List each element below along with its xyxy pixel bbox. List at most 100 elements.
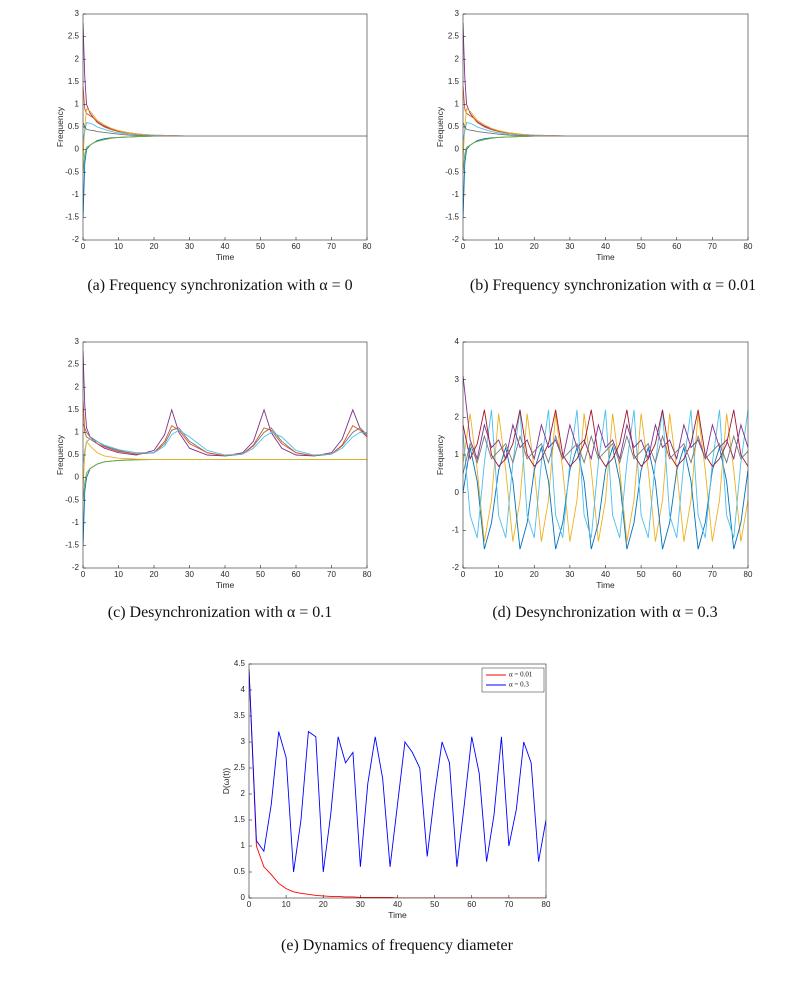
series-line [463, 434, 748, 474]
x-tick-label: 40 [221, 570, 230, 579]
y-tick-label: -0.5 [445, 167, 459, 176]
x-tick-label: 30 [565, 570, 574, 579]
y-axis-label: Frequency [435, 434, 445, 475]
legend-label: α = 0.01 [509, 671, 533, 679]
caption: (b) Frequency synchronization with α = 0… [470, 277, 756, 294]
y-tick-label: 0 [75, 473, 80, 482]
x-tick-label: 0 [461, 570, 466, 579]
y-tick-label: 2 [75, 54, 80, 63]
series-line [463, 409, 748, 468]
y-tick-label: 2.5 [448, 32, 460, 41]
y-tick-label: 1 [241, 841, 246, 850]
x-axis-label: Time [216, 580, 235, 590]
caption: (c) Desynchronization with α = 0.1 [108, 604, 332, 621]
series-line [249, 669, 546, 898]
y-tick-label: 2.5 [68, 360, 80, 369]
y-tick-label: -1.5 [65, 213, 79, 222]
series-line [463, 122, 748, 137]
x-tick-label: 10 [114, 570, 123, 579]
x-axis-label: Time [596, 252, 615, 262]
x-tick-label: 20 [530, 570, 539, 579]
x-tick-label: 70 [708, 242, 717, 251]
series-line [463, 445, 748, 550]
y-tick-label: 1.5 [234, 815, 246, 824]
x-tick-label: 70 [327, 570, 336, 579]
y-tick-label: 0 [455, 145, 460, 154]
y-tick-label: 1.5 [68, 77, 80, 86]
x-axis-label: Time [216, 252, 235, 262]
x-tick-label: 20 [150, 570, 159, 579]
x-tick-label: 30 [185, 570, 194, 579]
x-tick-label: 0 [247, 900, 252, 909]
y-tick-label: 0 [455, 488, 460, 497]
subplot: 0 10 20 30 40 50 60 70 80 -2 -1.5 -1 -0.5 0 0.5 1 1.5 2 2.… [55, 337, 372, 621]
x-tick-label: 10 [282, 900, 291, 909]
y-tick-label: 0.5 [68, 122, 80, 131]
x-tick-label: 70 [504, 900, 513, 909]
x-tick-label: 70 [708, 570, 717, 579]
x-tick-label: 40 [221, 242, 230, 251]
x-tick-label: 60 [672, 570, 681, 579]
y-axis-label: Frequency [55, 106, 65, 147]
series-line [463, 409, 748, 539]
y-tick-label: -0.5 [65, 167, 79, 176]
series-line [463, 375, 748, 461]
y-tick-label: 2 [241, 789, 246, 798]
x-tick-label: 60 [292, 570, 301, 579]
plot-area [463, 14, 748, 240]
y-tick-label: -1 [72, 518, 80, 527]
x-tick-label: 30 [185, 242, 194, 251]
x-tick-label: 40 [393, 900, 402, 909]
x-tick-label: 50 [430, 900, 439, 909]
y-tick-label: 3 [241, 737, 246, 746]
x-tick-label: 20 [150, 242, 159, 251]
y-tick-label: 3 [75, 9, 80, 18]
y-tick-label: -2 [72, 563, 80, 572]
x-tick-label: 30 [356, 900, 365, 909]
x-tick-label: 10 [494, 242, 503, 251]
caption: (d) Desynchronization with α = 0.3 [492, 604, 717, 621]
x-tick-label: 50 [637, 570, 646, 579]
y-tick-label: 0.5 [234, 867, 246, 876]
y-tick-label: 3 [455, 9, 460, 18]
x-tick-label: 0 [81, 242, 86, 251]
lines [463, 375, 748, 550]
series-line [83, 122, 367, 137]
y-tick-label: 4 [241, 685, 246, 694]
x-axis-label: Time [388, 910, 407, 920]
y-tick-label: 0.5 [68, 450, 80, 459]
subplot: 0 10 20 30 40 50 60 70 80 -2 -1.5 -1 -0.5 0 0.5 1 1.5 2 2.… [55, 9, 372, 294]
x-tick-label: 80 [363, 570, 372, 579]
plot-area [249, 664, 546, 898]
y-tick-label: 1 [75, 100, 80, 109]
y-axis-label: D(ω(t)) [221, 768, 231, 795]
x-tick-label: 80 [363, 242, 372, 251]
x-tick-label: 30 [565, 242, 574, 251]
lines [463, 23, 748, 218]
y-tick-label: 3 [75, 337, 80, 346]
x-tick-label: 40 [601, 570, 610, 579]
y-tick-label: 2 [455, 54, 460, 63]
y-tick-label: 0.5 [448, 122, 460, 131]
subplot: 0 10 20 30 40 50 60 70 80 -2 -1.5 -1 -0.5 0 0.5 1 1.5 2 2.… [435, 9, 756, 294]
y-tick-label: -1 [72, 190, 80, 199]
y-tick-label: 2 [75, 382, 80, 391]
x-tick-label: 40 [601, 242, 610, 251]
subplot: 0 10 20 30 40 50 60 70 80 0 0.5 1 1.5 2 2.5 3 3.5 4 4.5 Tim… [221, 659, 551, 954]
x-tick-label: 20 [319, 900, 328, 909]
x-tick-label: 70 [327, 242, 336, 251]
x-tick-label: 80 [744, 570, 753, 579]
x-tick-label: 20 [530, 242, 539, 251]
x-tick-label: 50 [256, 242, 265, 251]
y-axis-label: Frequency [435, 106, 445, 147]
caption: (a) Frequency synchronization with α = 0 [87, 277, 352, 294]
y-tick-label: -1 [452, 190, 460, 199]
y-tick-label: -0.5 [65, 495, 79, 504]
y-tick-label: -1.5 [65, 541, 79, 550]
x-tick-label: 0 [81, 570, 86, 579]
caption: (e) Dynamics of frequency diameter [281, 937, 514, 954]
x-tick-label: 10 [494, 570, 503, 579]
y-tick-label: 3.5 [234, 711, 246, 720]
series-line [83, 429, 367, 465]
y-tick-label: -2 [452, 563, 460, 572]
